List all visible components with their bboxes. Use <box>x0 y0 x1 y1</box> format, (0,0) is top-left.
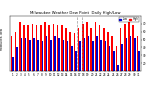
Bar <box>23 25 25 79</box>
Bar <box>134 38 136 79</box>
Bar <box>95 22 96 79</box>
Text: Milwaukee, dew: Milwaukee, dew <box>0 28 4 50</box>
Bar <box>124 24 126 79</box>
Bar <box>138 51 140 79</box>
Bar <box>48 25 50 79</box>
Bar <box>69 32 71 79</box>
Bar <box>36 25 37 79</box>
Bar <box>71 46 73 79</box>
Bar <box>112 36 113 79</box>
Bar <box>132 25 134 79</box>
Bar <box>109 46 110 79</box>
Bar <box>40 25 42 79</box>
Bar <box>107 32 109 79</box>
Bar <box>15 32 16 79</box>
Bar <box>90 28 92 79</box>
Bar <box>99 25 100 79</box>
Bar <box>128 22 130 79</box>
Legend: Low, High: Low, High <box>119 17 139 22</box>
Bar <box>100 39 102 79</box>
Bar <box>12 57 14 79</box>
Bar <box>16 48 18 79</box>
Bar <box>32 24 33 79</box>
Bar <box>117 65 119 79</box>
Bar <box>82 24 84 79</box>
Bar <box>120 28 121 79</box>
Bar <box>19 22 20 79</box>
Bar <box>75 51 77 79</box>
Bar <box>11 36 12 79</box>
Bar <box>27 25 29 79</box>
Bar <box>67 41 68 79</box>
Bar <box>33 38 35 79</box>
Bar <box>105 41 106 79</box>
Bar <box>44 22 46 79</box>
Bar <box>84 38 85 79</box>
Bar <box>113 51 115 79</box>
Bar <box>57 25 58 79</box>
Bar <box>137 36 138 79</box>
Bar <box>37 39 39 79</box>
Bar <box>103 28 105 79</box>
Bar <box>79 41 81 79</box>
Title: Milwaukee Weather Dew Point  Daily High/Low: Milwaukee Weather Dew Point Daily High/L… <box>30 11 120 15</box>
Bar <box>74 33 75 79</box>
Bar <box>29 39 31 79</box>
Bar <box>42 41 43 79</box>
Bar <box>86 22 88 79</box>
Bar <box>63 39 64 79</box>
Bar <box>54 36 56 79</box>
Bar <box>58 38 60 79</box>
Bar <box>50 39 52 79</box>
Bar <box>92 41 94 79</box>
Bar <box>61 25 63 79</box>
Bar <box>116 46 117 79</box>
Bar <box>130 36 132 79</box>
Bar <box>126 38 127 79</box>
Bar <box>20 38 22 79</box>
Bar <box>25 38 26 79</box>
Bar <box>88 36 89 79</box>
Bar <box>65 28 67 79</box>
Bar <box>96 36 98 79</box>
Bar <box>78 28 79 79</box>
Bar <box>46 36 47 79</box>
Bar <box>53 24 54 79</box>
Bar <box>121 44 123 79</box>
